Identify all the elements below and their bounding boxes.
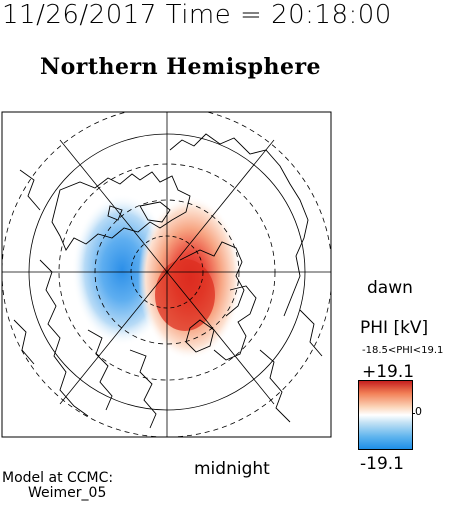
coastlines xyxy=(13,133,323,429)
colorbar-mid-label: 0 xyxy=(415,405,422,418)
colorbar xyxy=(358,380,413,450)
colorbar-mid-tick xyxy=(412,413,415,414)
dawn-label: dawn xyxy=(367,278,413,298)
plot-title: Northern Hemisphere xyxy=(40,54,322,80)
model-name: Weimer_05 xyxy=(28,485,107,501)
colorbar-max-label: +19.1 xyxy=(362,362,415,382)
colorbar-min-label: -19.1 xyxy=(360,454,404,474)
time-label: Time = xyxy=(165,0,263,30)
date-text: 11/26/2017 xyxy=(2,0,157,30)
polar-map xyxy=(1,111,332,438)
time-text: 20:18:00 xyxy=(271,0,392,30)
lat-lon-grid xyxy=(2,112,331,437)
date-time-header: 11/26/2017 Time = 20:18:00 xyxy=(2,0,392,30)
colorbar-title: PHI [kV] xyxy=(360,318,429,338)
colorbar-range: -18.5<PHI<19.1 xyxy=(362,345,444,356)
model-label: Model at CCMC: xyxy=(2,470,114,486)
midnight-label: midnight xyxy=(194,459,270,479)
